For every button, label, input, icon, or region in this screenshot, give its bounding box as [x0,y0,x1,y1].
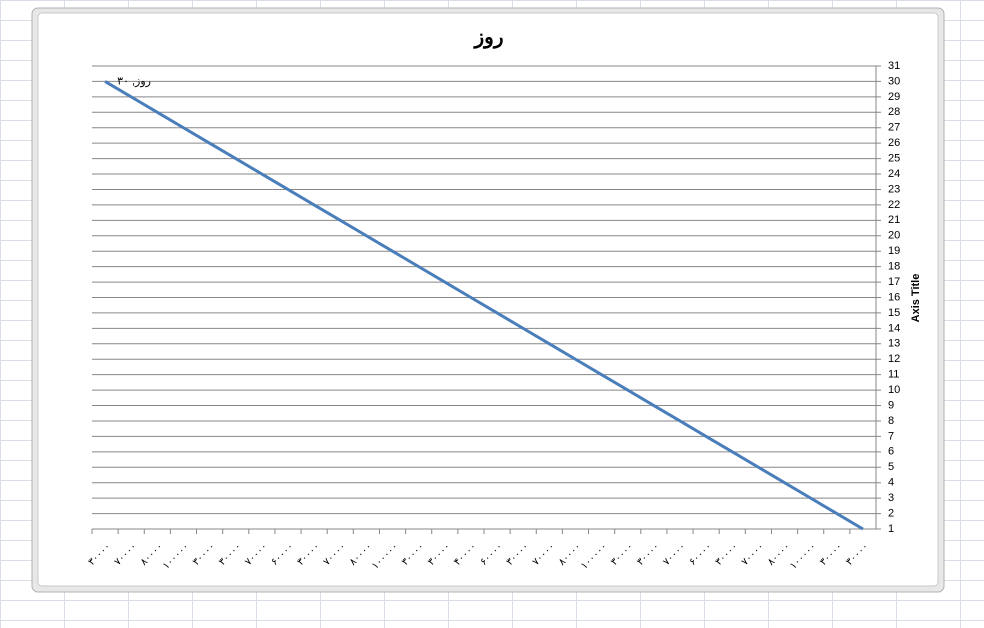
y-tick-label: 6 [888,446,894,458]
y-tick-label: 22 [888,199,900,211]
y-tick-label: 30 [888,75,900,87]
y-tick-label: 3 [888,492,894,504]
y-tick-label: 20 [888,230,900,242]
data-label: روز, ۳۰ [117,75,151,87]
y-tick-label: 10 [888,384,900,396]
y-tick-label: 11 [888,369,899,381]
y-tick-label: 28 [888,106,900,118]
y-tick-label: 27 [888,122,900,134]
y-tick-label: 25 [888,153,900,165]
y-tick-label: 16 [888,291,900,303]
y-tick-label: 7 [888,430,894,442]
axis-title: Axis Title [910,274,922,323]
y-tick-label: 15 [888,307,900,319]
y-tick-label: 23 [888,183,900,195]
y-tick-label: 12 [888,353,900,365]
y-tick-label: 8 [888,415,894,427]
y-tick-label: 31 [888,60,900,72]
y-tick-label: 13 [888,338,900,350]
y-tick-label: 4 [888,477,894,489]
chart-title: روز [473,26,504,49]
y-tick-label: 21 [888,214,900,226]
y-tick-label: 29 [888,91,900,103]
y-tick-label: 2 [888,507,894,519]
y-tick-label: 17 [888,276,900,288]
y-tick-label: 5 [888,461,894,473]
y-tick-label: 26 [888,137,900,149]
y-tick-label: 1 [888,523,894,535]
y-tick-label: 24 [888,168,900,180]
chart-area [37,12,939,587]
y-tick-label: 18 [888,261,900,273]
y-tick-label: 19 [888,245,900,257]
series-line [104,80,864,531]
y-tick-label: 14 [888,322,900,334]
y-tick-label: 9 [888,399,894,411]
